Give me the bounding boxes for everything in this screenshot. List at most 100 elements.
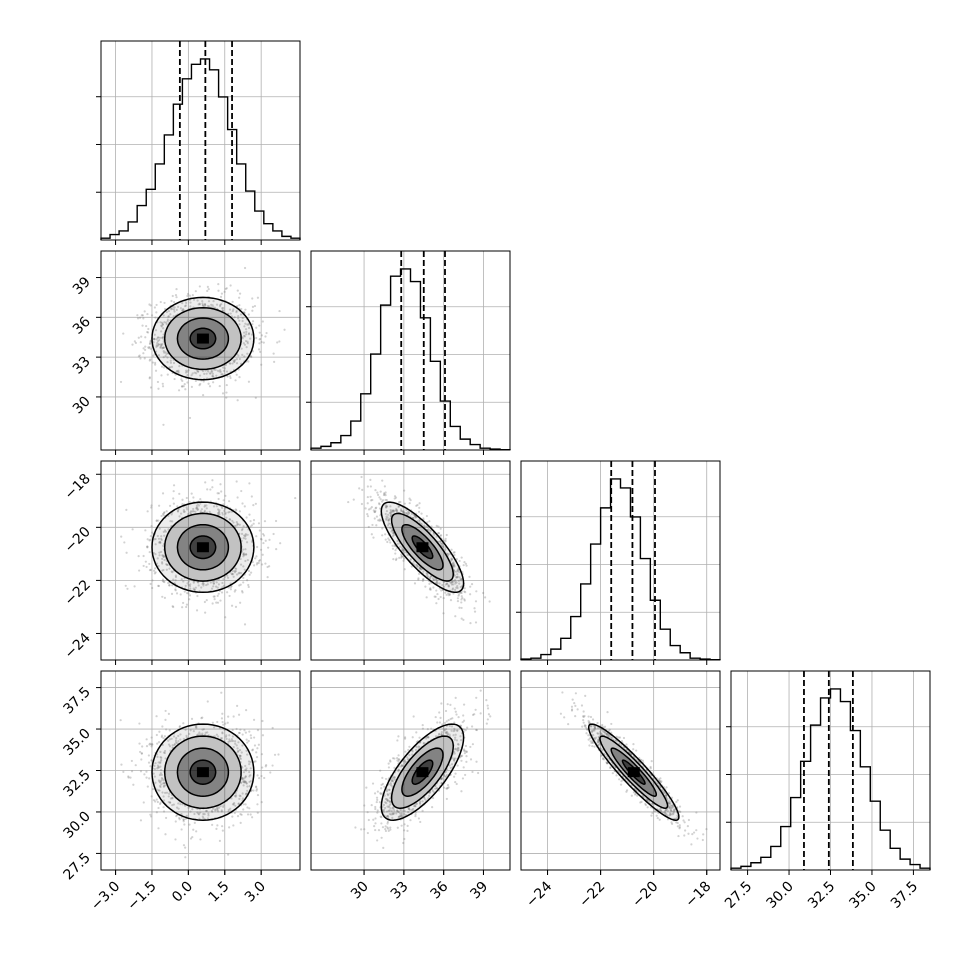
sample-point [669,808,672,812]
sample-point [592,734,595,737]
sample-point [238,731,241,735]
sample-point [408,754,411,757]
sample-point [389,510,393,513]
sample-point [159,762,162,765]
sample-point [149,815,153,818]
sample-point [434,715,437,719]
sample-point [165,321,168,324]
sample-point [461,596,464,600]
sample-point [222,584,226,587]
sample-point [228,375,232,378]
sample-point [231,519,234,523]
sample-point [426,572,429,575]
sample-point [217,583,221,586]
sample-point [231,573,234,576]
sample-point [192,581,195,584]
sample-point [426,575,430,578]
sample-point [358,487,361,490]
sample-point [257,743,260,746]
sample-point [152,772,155,775]
sample-point [440,702,443,705]
sample-point [389,513,393,516]
sample-point [257,348,261,351]
sample-point [451,581,454,584]
sample-point [201,581,205,584]
sample-point [416,565,419,568]
sample-point [168,801,172,804]
sample-point [190,492,193,495]
sample-point [193,821,196,824]
sample-point [228,734,231,737]
sample-point [444,548,447,551]
sample-point [401,764,404,767]
sample-point [259,337,262,341]
sample-point [261,734,265,737]
sample-point [183,823,186,826]
sample-point [155,311,158,314]
sample-point [234,795,237,798]
sample-point [453,564,456,567]
sample-point [161,492,165,495]
sample-point [619,783,623,786]
sample-point [162,810,166,813]
sample-point [162,806,165,809]
sample-point [385,790,389,793]
sample-point [146,330,149,334]
sample-point [256,747,259,750]
sample-point [235,358,238,361]
sample-point [375,515,379,518]
sample-point [670,807,673,810]
sample-point [154,762,157,765]
sample-point [157,779,161,782]
sample-point [149,304,152,307]
sample-point [171,796,174,799]
sample-point [372,536,375,539]
sample-point [444,591,447,594]
sample-point [171,746,174,749]
sample-point [439,595,442,599]
sample-point [241,792,244,795]
sample-point [251,305,255,308]
sample-point [157,343,160,346]
sample-point [606,761,609,764]
sample-point [196,370,200,373]
sample-point [150,506,153,509]
sample-point [380,787,383,790]
sample-point [394,558,398,562]
contour-line [401,523,444,571]
sample-point [255,336,258,340]
sample-point [212,306,215,309]
sample-point [601,757,604,761]
sample-point [394,509,397,512]
sample-point [239,557,242,561]
sample-point [701,838,704,842]
sample-point [214,808,217,811]
sample-point [230,604,234,607]
sample-point [180,385,184,388]
sample-point [407,748,410,752]
sample-point [161,385,165,388]
sample-point [459,579,463,582]
sample-point [453,775,456,778]
sample-point [194,726,197,729]
sample-point [369,478,372,481]
sample-point [235,567,238,570]
sample-point [420,512,423,515]
sample-point [275,548,278,551]
sample-point [206,817,210,820]
sample-point [189,511,192,514]
sample-point [146,312,149,316]
sample-point [374,807,377,811]
sample-point [385,798,388,801]
sample-point [232,359,235,362]
sample-point [406,824,409,828]
sample-point [397,768,400,771]
sample-point [453,738,457,741]
sample-point [234,567,237,570]
sample-point [683,834,686,837]
sample-point [232,308,235,311]
contour-line [610,747,658,797]
sample-point [221,511,224,515]
sample-point [387,522,390,525]
sample-point [591,741,595,744]
